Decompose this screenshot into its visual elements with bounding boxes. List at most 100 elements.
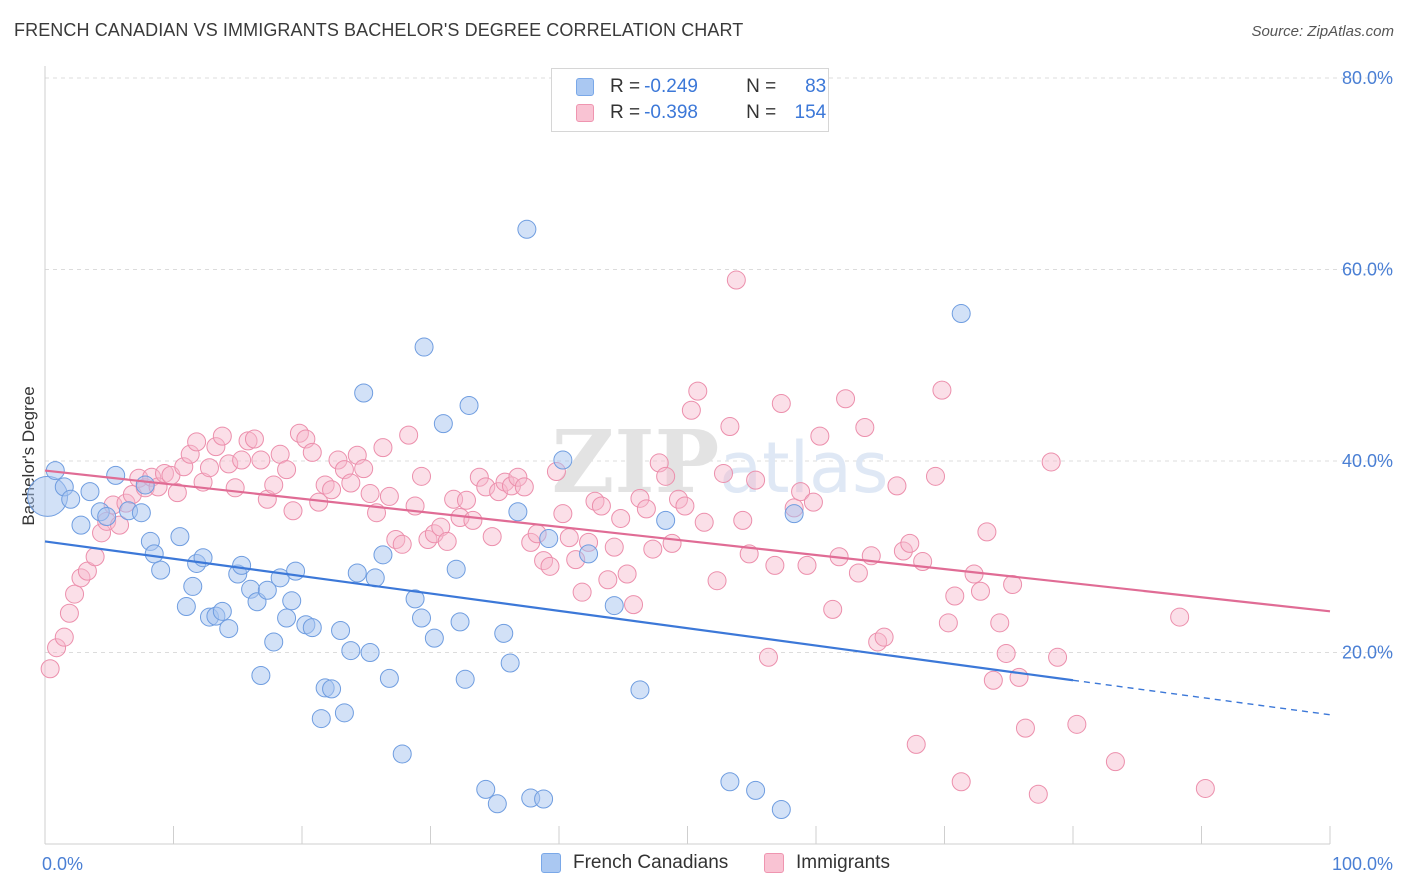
legend-row-immigrants: R = -0.398 N = 154 bbox=[576, 100, 826, 126]
immigrants-point bbox=[85, 547, 105, 567]
immigrants-point bbox=[1041, 452, 1061, 472]
legend-r-label: R = bbox=[610, 102, 641, 123]
bottom-legend-swatch-immigrants bbox=[764, 853, 784, 873]
french-canadians-point bbox=[135, 475, 155, 495]
immigrants-point bbox=[360, 484, 380, 504]
french-canadians-point bbox=[656, 510, 676, 530]
immigrants-point bbox=[694, 512, 714, 532]
immigrants-point bbox=[791, 482, 811, 502]
french-canadians-point bbox=[446, 559, 466, 579]
immigrants-point bbox=[225, 478, 245, 498]
immigrants-point bbox=[797, 555, 817, 575]
legend-swatch-french bbox=[576, 78, 594, 96]
immigrants-point bbox=[624, 595, 644, 615]
immigrants-point bbox=[463, 510, 483, 530]
immigrants-point bbox=[662, 533, 682, 553]
french-canadians-point bbox=[630, 680, 650, 700]
immigrants-trend-line bbox=[44, 469, 1331, 613]
immigrants-point bbox=[977, 522, 997, 542]
immigrants-point bbox=[232, 450, 252, 470]
immigrants-point bbox=[244, 429, 264, 449]
immigrants-point bbox=[437, 531, 457, 551]
y-tick-label: 40.0% bbox=[1342, 451, 1393, 471]
french-canadians-point bbox=[71, 515, 91, 535]
immigrants-point bbox=[379, 486, 399, 506]
french-canadians-point bbox=[455, 669, 475, 689]
french-canadians-point bbox=[534, 789, 554, 809]
immigrants-point bbox=[1015, 718, 1035, 738]
axes bbox=[44, 66, 1331, 845]
french-canadians-point bbox=[97, 507, 117, 527]
immigrants-point bbox=[206, 437, 226, 457]
immigrants-point bbox=[823, 599, 843, 619]
french-canadians-point bbox=[720, 772, 740, 792]
immigrants-point bbox=[59, 603, 79, 623]
french-canadians-point bbox=[450, 612, 470, 632]
immigrants-point bbox=[482, 527, 502, 547]
immigrants-point bbox=[758, 647, 778, 667]
immigrants-point bbox=[855, 417, 875, 437]
french-canadians-point bbox=[487, 794, 507, 814]
french-canadians-point bbox=[354, 383, 374, 403]
french-canadians-point bbox=[746, 780, 766, 800]
french-canadians-trend-extension bbox=[1072, 679, 1331, 716]
immigrants-point bbox=[514, 477, 534, 497]
french-canadians-point bbox=[347, 563, 367, 583]
immigrants-point bbox=[938, 613, 958, 633]
legend-n-value: 83 bbox=[805, 76, 827, 97]
immigrants-point bbox=[970, 581, 990, 601]
legend-row-french: R = -0.249 N = 83 bbox=[576, 74, 826, 100]
bottom-legend-french: French Canadians bbox=[541, 852, 728, 874]
french-canadians-point bbox=[951, 304, 971, 324]
french-canadians-point bbox=[212, 601, 232, 621]
french-canadians-point bbox=[784, 504, 804, 524]
immigrants-point bbox=[373, 438, 393, 458]
french-canadians-point bbox=[360, 643, 380, 662]
immigrants-point bbox=[713, 463, 733, 483]
immigrants-point bbox=[1067, 714, 1087, 734]
immigrants-point bbox=[469, 467, 489, 487]
bottom-legend-label-immigrants: Immigrants bbox=[796, 852, 890, 873]
immigrants-point bbox=[675, 496, 695, 516]
immigrants-point bbox=[283, 501, 303, 521]
immigrants-point bbox=[630, 488, 650, 508]
immigrants-point bbox=[476, 477, 496, 497]
immigrants-point bbox=[553, 504, 573, 524]
french-canadians-point bbox=[311, 709, 331, 729]
immigrants-point bbox=[264, 475, 284, 495]
immigrants-point bbox=[174, 457, 194, 477]
immigrants-point bbox=[392, 534, 412, 554]
x-tick-label: 100.0% bbox=[1332, 854, 1393, 874]
french-canadians-point bbox=[131, 503, 151, 523]
watermark: ZIPatlas bbox=[552, 412, 889, 513]
french-canadians-point bbox=[405, 589, 425, 609]
chart-source: Source: ZipAtlas.com bbox=[1251, 23, 1394, 40]
x-tick-label: 0.0% bbox=[42, 854, 83, 874]
immigrants-point bbox=[887, 476, 907, 496]
immigrants-point bbox=[40, 659, 60, 679]
french-canadians-point bbox=[302, 618, 322, 638]
y-tick-label: 20.0% bbox=[1342, 643, 1393, 663]
french-canadians-point bbox=[579, 544, 599, 564]
immigrants-point bbox=[656, 466, 676, 486]
immigrants-point bbox=[1048, 647, 1068, 667]
french-canadians-point bbox=[257, 580, 277, 600]
french-canadians-point bbox=[539, 529, 559, 549]
french-canadians-point bbox=[373, 545, 393, 565]
french-canadians-point bbox=[264, 632, 284, 652]
french-canadians-point bbox=[80, 482, 100, 502]
french-canadians-point bbox=[414, 337, 434, 357]
immigrants-point bbox=[636, 499, 656, 519]
french-canadians-point bbox=[517, 219, 537, 239]
french-canadians-point bbox=[176, 597, 196, 617]
immigrants-point bbox=[733, 510, 753, 530]
immigrants-point bbox=[720, 417, 740, 437]
immigrants-point bbox=[1170, 607, 1190, 627]
immigrants-point bbox=[1105, 752, 1125, 772]
immigrants-point bbox=[906, 734, 926, 754]
immigrants-point bbox=[591, 496, 611, 516]
bottom-legend-label-french: French Canadians bbox=[573, 852, 729, 873]
immigrants-point bbox=[199, 458, 219, 478]
legend-swatch-immigrants bbox=[576, 104, 594, 122]
